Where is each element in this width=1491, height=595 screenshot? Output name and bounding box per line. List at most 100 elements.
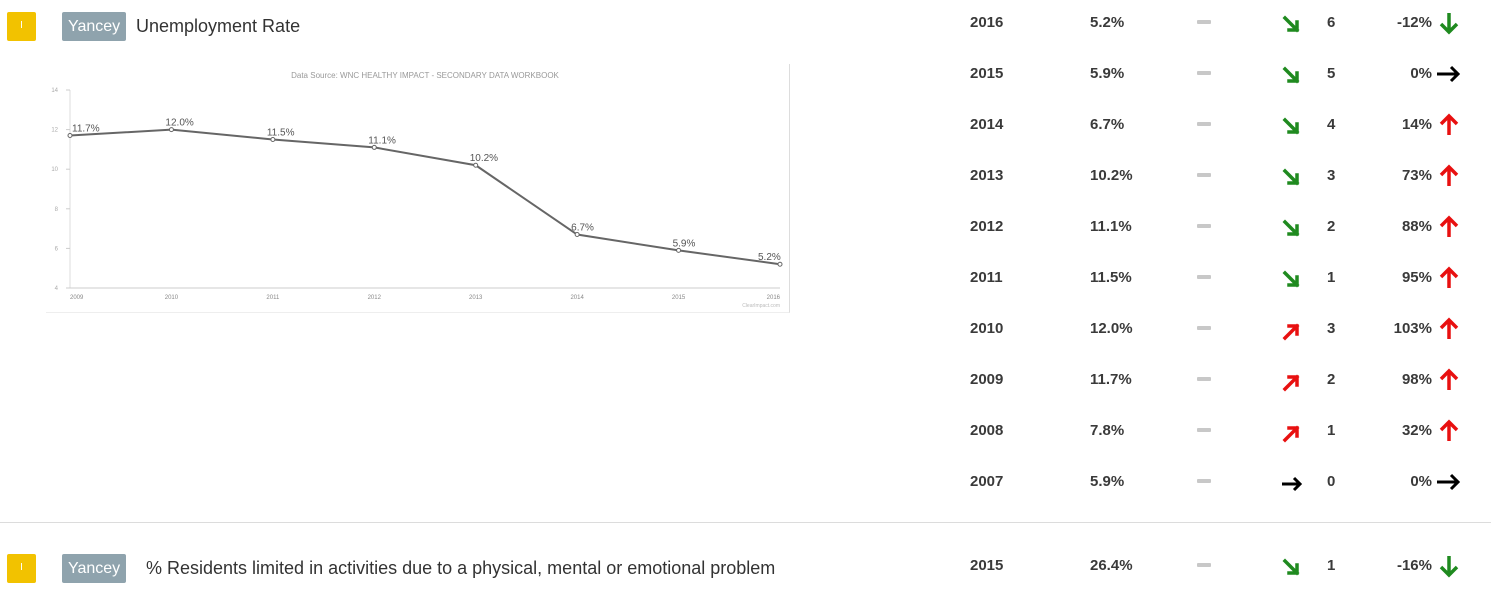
data-point[interactable] [473, 162, 479, 168]
time-period: 2007 [970, 473, 1004, 490]
data-label: 5.2% [758, 252, 781, 263]
table-row[interactable]: 2014 6.7% 4 14% [940, 105, 1480, 145]
table-row[interactable]: 2015 26.4% 1 -16% [940, 546, 1480, 586]
x-tick-label: 2016 [767, 295, 781, 301]
y-tick-label: 6 [55, 246, 59, 252]
data-point[interactable] [270, 137, 276, 142]
percent-change: -12% [1396, 14, 1432, 31]
trend-arrow-cell [1281, 555, 1303, 577]
data-label: 12.0% [165, 118, 193, 129]
data-point[interactable] [168, 127, 174, 133]
trend-down-icon [1282, 117, 1300, 135]
actual-value: 5.9% [1090, 473, 1125, 490]
time-period: 2015 [970, 65, 1004, 82]
actual-value: 11.7% [1090, 371, 1132, 388]
trend-arrow-cell [1281, 165, 1303, 187]
percent-down-icon [1439, 13, 1459, 35]
x-tick-label: 2012 [368, 295, 382, 301]
table-row[interactable]: 2013 10.2% 3 73% [940, 156, 1480, 196]
data-point[interactable] [574, 232, 580, 238]
table-row[interactable]: 2008 7.8% 1 32% [940, 411, 1480, 451]
percent-up-icon [1439, 164, 1459, 186]
y-tick-label: 10 [51, 167, 58, 173]
data-point[interactable] [676, 247, 682, 253]
trend-down-icon [1282, 168, 1300, 186]
chart-title: Data Source: WNC HEALTHY IMPACT - SECOND… [291, 71, 559, 80]
indicator-type-badge[interactable]: I [7, 12, 36, 41]
trend-count: 1 [1327, 557, 1336, 574]
target-dash-icon [1197, 275, 1211, 279]
trend-count: 3 [1327, 167, 1336, 184]
time-period: 2008 [970, 422, 1004, 439]
data-label: 10.2% [470, 153, 498, 164]
x-tick-label: 2013 [469, 295, 483, 301]
trend-count: 4 [1327, 116, 1336, 133]
table-row[interactable]: 2011 11.5% 1 95% [940, 258, 1480, 298]
data-label: 6.7% [571, 223, 594, 234]
time-period: 2015 [970, 557, 1004, 574]
actual-value: 7.8% [1090, 422, 1125, 439]
actual-value: 5.2% [1090, 14, 1125, 31]
data-point[interactable] [67, 133, 73, 139]
target-dash-icon [1197, 563, 1211, 567]
trend-up-icon [1282, 374, 1300, 392]
time-period: 2013 [970, 167, 1004, 184]
x-tick-label: 2014 [570, 295, 584, 301]
target-dash-icon [1197, 122, 1211, 126]
percent-change: 73% [1401, 167, 1432, 184]
trend-count: 2 [1327, 371, 1336, 388]
indicator-title[interactable]: Unemployment Rate [136, 16, 301, 36]
actual-value: 12.0% [1090, 320, 1133, 337]
table-row[interactable]: 2015 5.9% 5 0% [940, 54, 1480, 94]
percent-change: 103% [1393, 320, 1432, 337]
x-tick-label: 2015 [672, 295, 686, 301]
trend-down-icon [1282, 270, 1300, 288]
trend-arrow-cell [1281, 369, 1303, 392]
line-chart: Data Source: WNC HEALTHY IMPACT - SECOND… [46, 64, 790, 313]
data-point[interactable] [371, 144, 377, 150]
target-dash-icon [1197, 173, 1211, 177]
percent-change: -16% [1396, 557, 1432, 574]
percent-up-icon [1439, 317, 1459, 339]
county-tag[interactable]: Yancey [62, 12, 127, 41]
percent-change: 0% [1410, 473, 1432, 490]
county-tag[interactable]: Yancey [62, 554, 127, 583]
data-point[interactable] [777, 261, 783, 267]
data-label: 5.9% [673, 238, 696, 249]
table-row[interactable]: 2010 12.0% 3 103% [940, 309, 1480, 349]
actual-value: 10.2% [1090, 167, 1133, 184]
percent-flat-icon [1437, 65, 1461, 83]
trend-flat-icon [1282, 476, 1303, 492]
trend-count: 3 [1327, 320, 1336, 337]
actual-value: 26.4% [1090, 557, 1133, 574]
time-period: 2016 [970, 14, 1004, 31]
x-tick-label: 2011 [266, 295, 280, 301]
trend-up-icon [1282, 323, 1300, 341]
trend-count: 2 [1327, 218, 1336, 235]
indicator-type-badge[interactable]: I [7, 554, 36, 583]
percent-change: 0% [1410, 65, 1432, 82]
actual-value: 6.7% [1090, 116, 1125, 133]
trend-arrow-cell [1281, 318, 1303, 341]
trend-count: 1 [1327, 422, 1336, 439]
trend-up-icon [1282, 425, 1300, 443]
table-row[interactable]: 2016 5.2% 6 -12% [940, 3, 1480, 43]
percent-up-icon [1439, 266, 1459, 288]
trend-count: 1 [1327, 269, 1336, 286]
series-line [69, 128, 781, 266]
indicator-title[interactable]: % Residents limited in activities due to… [146, 558, 776, 578]
trend-arrow-cell [1281, 267, 1303, 289]
percent-flat-icon [1437, 473, 1461, 491]
percent-change: 95% [1401, 269, 1432, 286]
table-row[interactable]: 2007 5.9% 0 0% [940, 462, 1480, 502]
trend-arrow-cell [1281, 420, 1303, 443]
table-row[interactable]: 2009 11.7% 2 98% [940, 360, 1480, 400]
percent-arrow-cell [1436, 469, 1462, 495]
target-dash-icon [1197, 326, 1211, 330]
table-row[interactable]: 2012 11.1% 2 88% [940, 207, 1480, 247]
trend-arrow-cell [1281, 114, 1303, 136]
percent-arrow-cell [1436, 61, 1462, 87]
trend-count: 0 [1327, 473, 1336, 490]
percent-arrow-cell [1436, 163, 1462, 189]
percent-up-icon [1439, 368, 1459, 390]
